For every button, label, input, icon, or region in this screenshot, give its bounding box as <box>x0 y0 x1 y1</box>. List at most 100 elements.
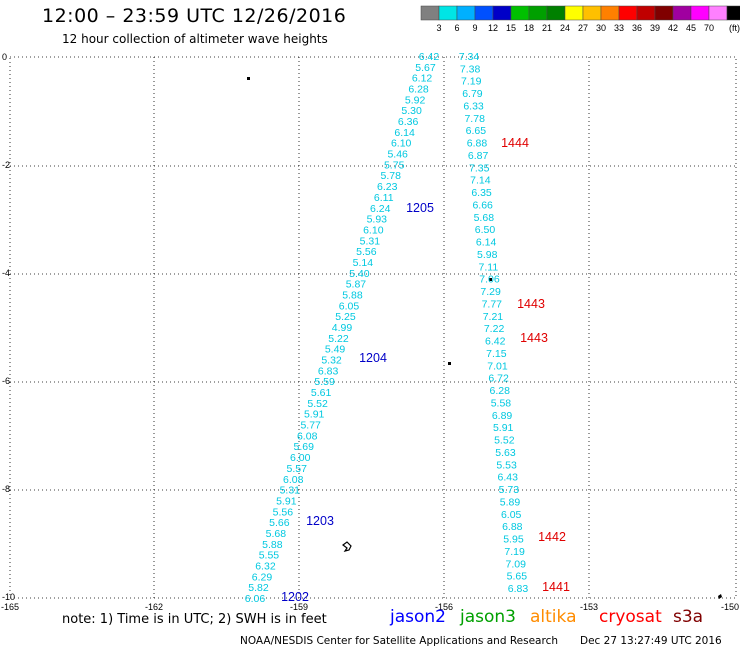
swh-value: 7.01 <box>487 360 508 372</box>
pass-time-label: 1443 <box>520 331 548 345</box>
x-tick-label: -156 <box>435 602 453 612</box>
swh-value: 6.32 <box>255 560 276 572</box>
sat-s3a: s3a <box>673 607 704 627</box>
legend-label: 33 <box>614 23 624 33</box>
pass-time-label: 1202 <box>281 590 309 604</box>
swh-value: 5.56 <box>356 246 377 258</box>
sat-jason2: jason2 <box>390 607 446 627</box>
y-tick-label: 0 <box>2 52 7 62</box>
legend-label: 3 <box>436 23 441 33</box>
x-tick-label: -153 <box>580 602 598 612</box>
swh-value: 6.79 <box>462 88 483 100</box>
legend-swatch <box>582 5 602 21</box>
legend-label: 6 <box>454 23 459 33</box>
map-title: 12:00 – 23:59 UTC 12/26/2016 <box>42 5 347 27</box>
swh-value: 6.23 <box>377 181 398 193</box>
swh-value: 6.28 <box>408 84 429 96</box>
map-frame <box>9 56 737 599</box>
land-features <box>247 77 722 599</box>
swh-value: 5.58 <box>491 397 512 409</box>
y-tick-label: -6 <box>2 376 10 386</box>
x-tick-label: -162 <box>145 602 163 612</box>
swh-value: 5.92 <box>405 94 426 106</box>
swh-value: 5.75 <box>384 159 405 171</box>
swh-value: 7.29 <box>480 286 501 298</box>
swh-value: 7.34 <box>459 51 480 63</box>
swh-value: 5.53 <box>496 459 517 471</box>
legend-swatch <box>438 5 458 21</box>
island-outline <box>718 594 722 599</box>
legend-swatch <box>492 5 512 21</box>
swh-value: 6.42 <box>419 51 440 63</box>
legend-swatch <box>726 5 740 21</box>
swh-value: 6.12 <box>412 73 433 85</box>
y-tick-label: -10 <box>2 592 15 602</box>
swh-value: 6.08 <box>297 430 318 442</box>
pass-time-label: 1444 <box>501 136 529 150</box>
legend-label: 30 <box>596 23 606 33</box>
footer-timestamp: Dec 27 13:27:49 UTC 2016 <box>580 635 722 647</box>
swh-value: 7.09 <box>506 558 527 570</box>
legend-swatch <box>708 5 728 21</box>
legend-label: 27 <box>578 23 588 33</box>
pass-time-label: 1203 <box>306 514 334 528</box>
swh-value: 6.33 <box>463 100 484 112</box>
swh-value: 5.91 <box>276 495 297 507</box>
swh-value: 7.19 <box>504 546 525 558</box>
legend-label: 45 <box>686 23 696 33</box>
swh-value: 5.73 <box>499 484 520 496</box>
swh-value: 5.82 <box>248 582 269 594</box>
legend-swatch <box>456 5 476 21</box>
swh-value: 5.65 <box>507 571 528 583</box>
swh-value: 5.67 <box>415 62 436 74</box>
swh-value: 7.14 <box>470 175 491 187</box>
x-tick-label: -159 <box>290 602 308 612</box>
swh-value: 7.22 <box>484 323 505 335</box>
swh-value: 6.24 <box>370 203 391 215</box>
swh-value: 7.15 <box>486 348 507 360</box>
swh-value: 5.14 <box>353 257 374 269</box>
legend-label: 36 <box>632 23 642 33</box>
swh-value: 6.42 <box>485 336 506 348</box>
swh-value: 6.36 <box>398 116 419 128</box>
swh-value: 5.93 <box>367 214 388 226</box>
swh-value: 5.56 <box>273 506 294 518</box>
swh-value: 5.89 <box>500 496 521 508</box>
swh-value: 6.14 <box>476 237 497 249</box>
swh-value: 6.35 <box>471 187 492 199</box>
swh-value: 5.31 <box>360 235 381 247</box>
swh-value: 7.35 <box>469 162 490 174</box>
swh-value: 5.61 <box>311 387 332 399</box>
swh-value: 7.11 <box>479 261 499 273</box>
legend-swatch <box>600 5 620 21</box>
legend-label: 70 <box>704 23 714 33</box>
swh-value: 5.49 <box>325 344 346 356</box>
legend-swatch <box>420 5 440 21</box>
legend-swatch <box>510 5 530 21</box>
swh-value: 5.59 <box>314 376 335 388</box>
legend-swatch <box>654 5 674 21</box>
swh-value: 5.68 <box>266 528 287 540</box>
swh-value: 6.05 <box>501 509 522 521</box>
island-mark <box>448 362 451 365</box>
pass-time-label: 1204 <box>359 351 387 365</box>
swh-value: 6.66 <box>472 199 493 211</box>
swh-value: 5.68 <box>474 212 495 224</box>
legend-label: 18 <box>524 23 534 33</box>
swh-value: 5.52 <box>307 398 328 410</box>
sat-altika: altika <box>530 607 577 627</box>
swh-value: 6.28 <box>490 385 511 397</box>
swh-value: 7.77 <box>482 298 503 310</box>
swh-value: 5.55 <box>259 550 280 562</box>
swh-value: 6.11 <box>374 192 394 204</box>
legend-swatch <box>474 5 494 21</box>
swh-value: 5.31 <box>280 485 301 497</box>
swh-value: 6.14 <box>394 127 415 139</box>
swh-value: 5.88 <box>342 289 363 301</box>
swh-value: 6.29 <box>252 571 273 583</box>
swh-value: 5.30 <box>401 105 422 117</box>
island-outline <box>342 541 352 552</box>
swh-value: 5.22 <box>328 333 349 345</box>
swh-value: 7.38 <box>460 63 481 75</box>
